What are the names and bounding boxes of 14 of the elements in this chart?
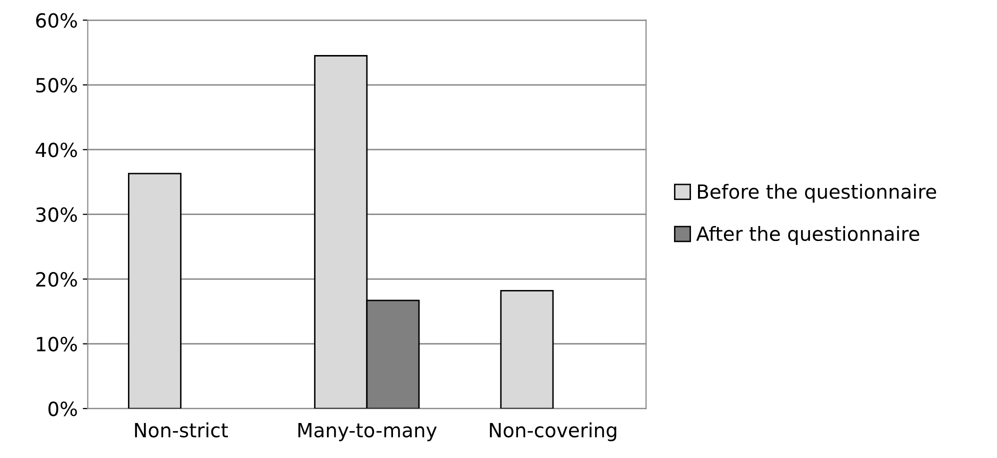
- y-tick-label: 20%: [36, 272, 77, 287]
- y-tick-label: 10%: [36, 336, 77, 352]
- bar: [128, 172, 182, 409]
- y-tick-label: 30%: [36, 207, 77, 222]
- x-tick-label: Non-strict: [135, 422, 228, 438]
- y-tick-label: 0%: [48, 401, 77, 416]
- y-tick-label: 40%: [36, 142, 77, 158]
- y-tick-label: 50%: [36, 78, 77, 93]
- legend-label: After the questionnaire: [696, 226, 920, 245]
- x-tick-label: Many-to-many: [298, 423, 437, 442]
- legend-label: Before the questionnaire: [698, 184, 936, 203]
- x-tick-label: Non-covering: [490, 422, 616, 442]
- bar: [500, 290, 554, 409]
- y-tick-label: 60%: [36, 13, 77, 28]
